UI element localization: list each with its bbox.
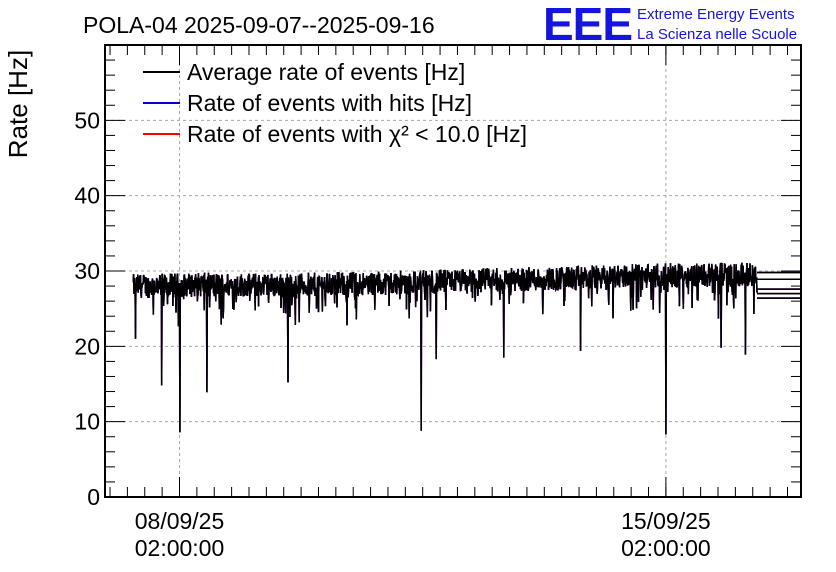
- logo-mark: EEE: [543, 0, 632, 50]
- x-tick-label-date-1: 15/09/25: [621, 508, 711, 534]
- y-tick-label-50: 50: [74, 107, 100, 133]
- y-tick-label-40: 40: [74, 183, 100, 209]
- y-axis-ticks: 0 10 20 30 40 50: [74, 44, 801, 510]
- legend: Average rate of events [Hz] Rate of even…: [143, 59, 527, 147]
- y-tick-label-10: 10: [74, 409, 100, 435]
- chart-title: POLA-04 2025-09-07--2025-09-16: [83, 12, 435, 38]
- series-line-0: [132, 262, 801, 435]
- x-tick-label-time-1: 02:00:00: [621, 535, 711, 561]
- legend-label-average: Average rate of events [Hz]: [187, 59, 465, 85]
- y-tick-label-20: 20: [74, 333, 100, 359]
- logo-line-2: La Scienza nelle Scuole: [637, 26, 797, 43]
- legend-label-chi2: Rate of events with χ² < 10.0 [Hz]: [187, 121, 527, 147]
- y-tick-label-0: 0: [87, 484, 100, 510]
- grid-lines: [105, 45, 801, 497]
- legend-label-hits: Rate of events with hits [Hz]: [187, 90, 472, 116]
- eee-logo: EEE Extreme Energy Events La Scienza nel…: [543, 0, 797, 50]
- x-tick-label-date-0: 08/09/25: [135, 508, 225, 534]
- logo-line-1: Extreme Energy Events: [637, 6, 795, 23]
- y-axis-title: Rate [Hz]: [3, 50, 33, 158]
- series-lines: [132, 262, 801, 435]
- y-tick-label-30: 30: [74, 258, 100, 284]
- x-tick-label-time-0: 02:00:00: [135, 535, 225, 561]
